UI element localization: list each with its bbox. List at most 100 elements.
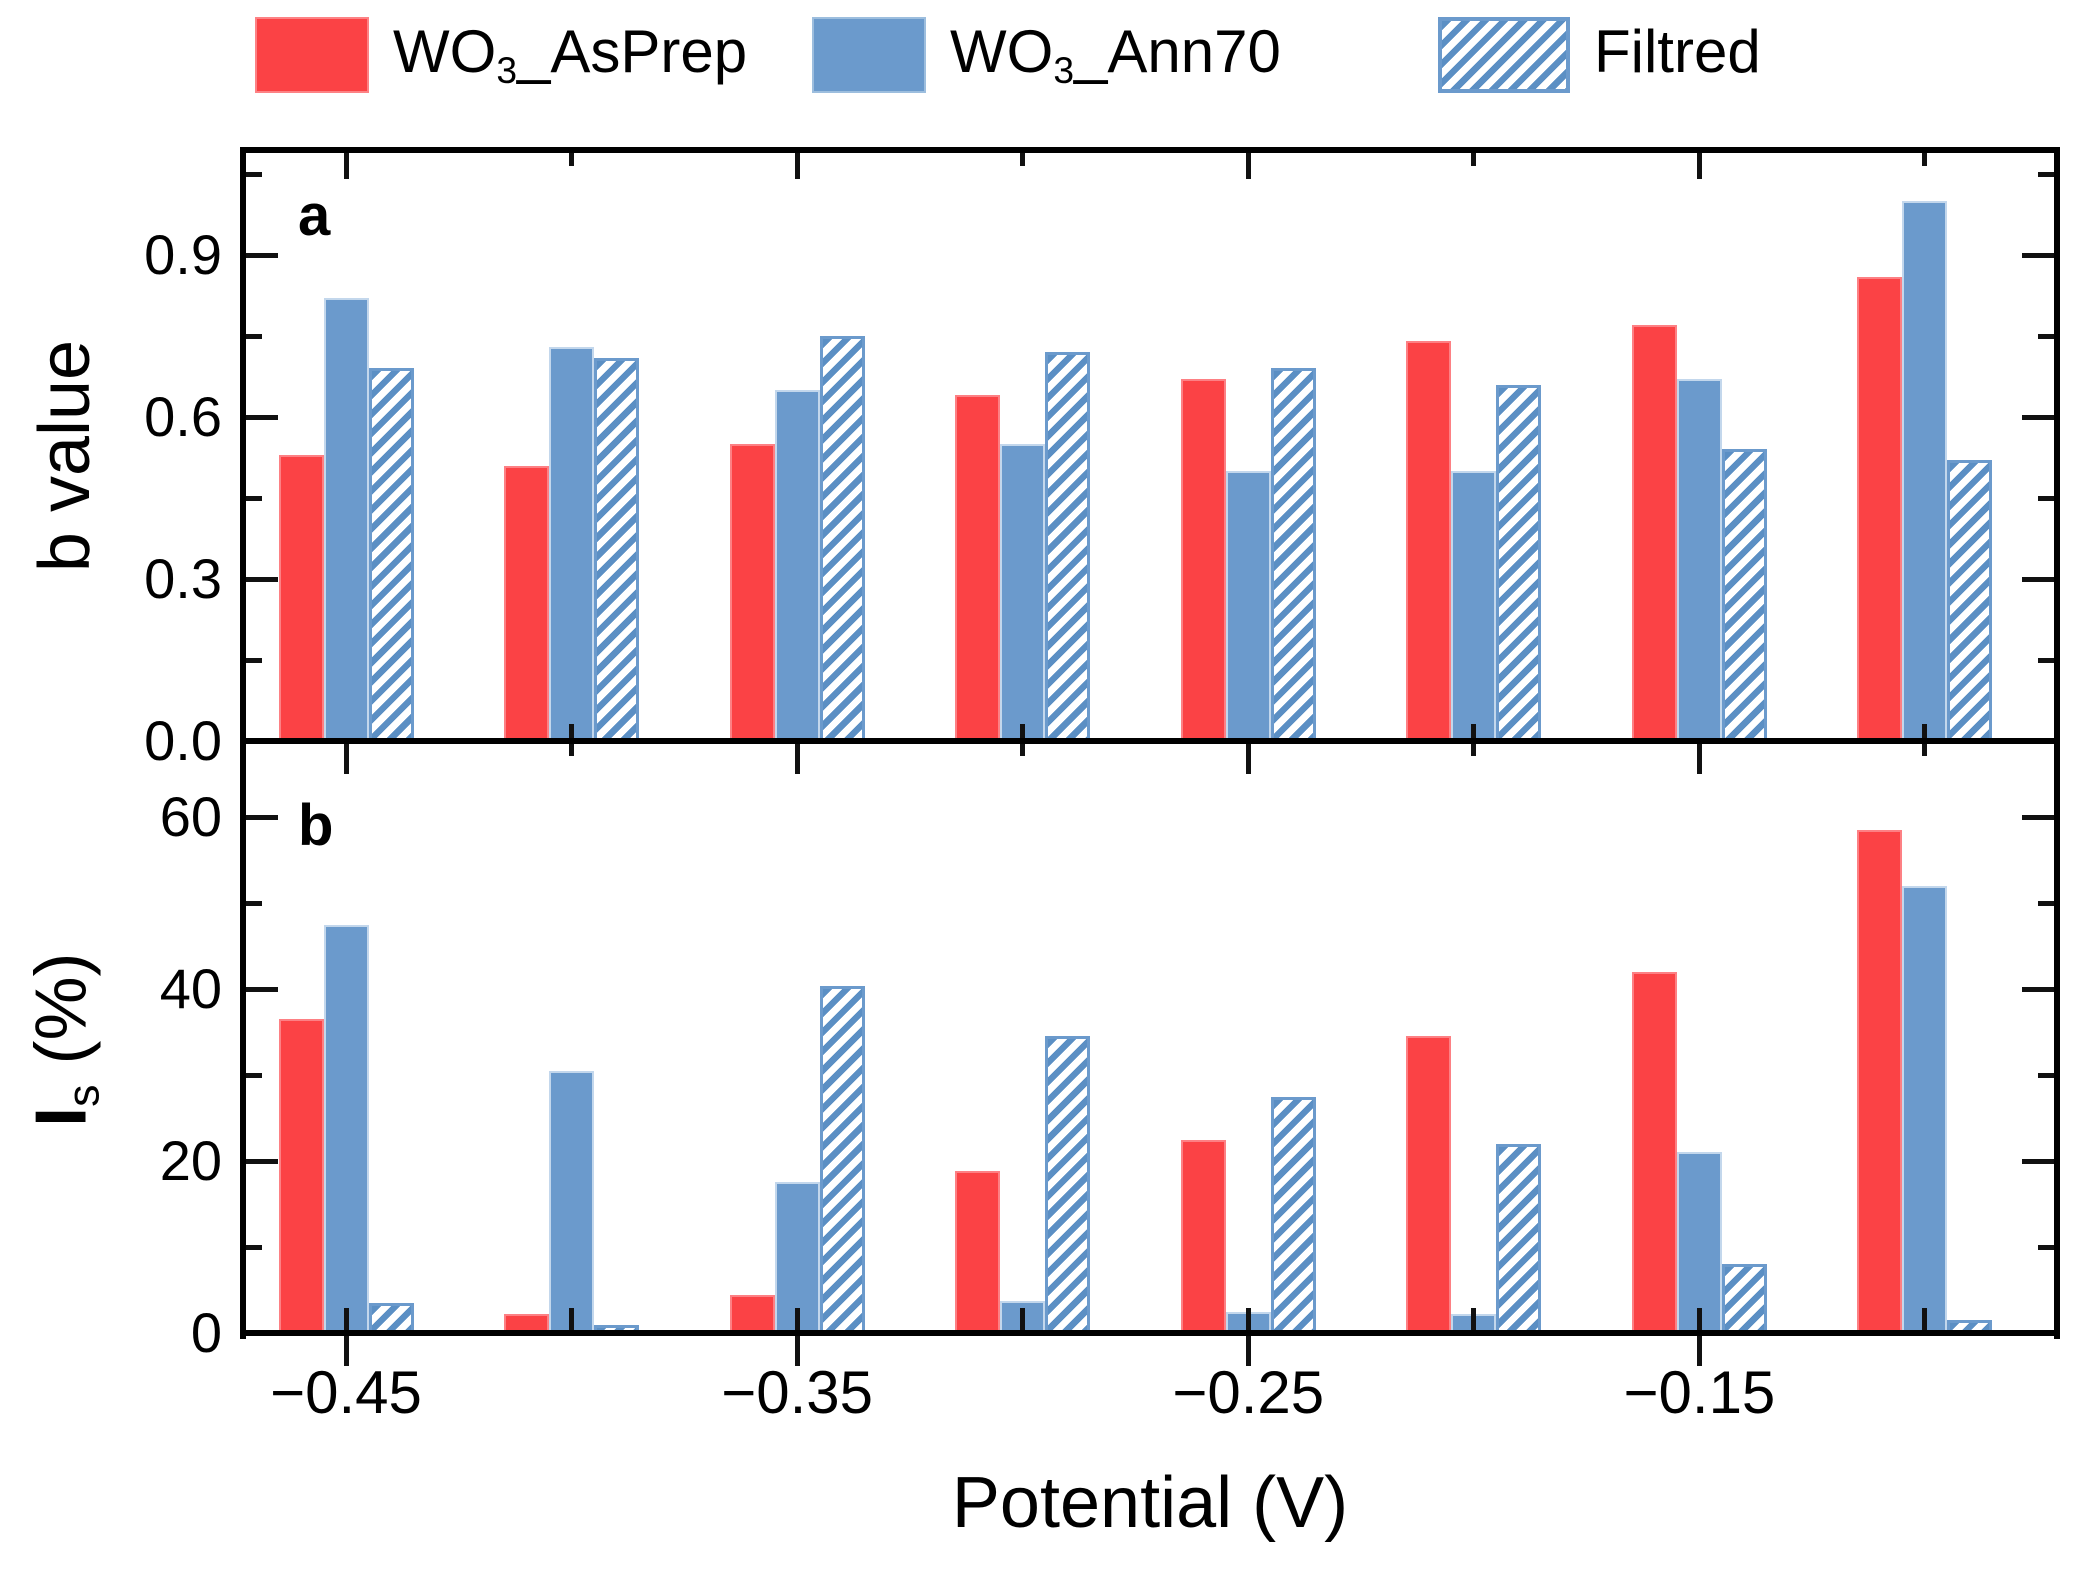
xtick-sep-minor-down bbox=[1471, 744, 1477, 756]
bar-a-Filtred-x4 bbox=[1270, 368, 1316, 741]
xtick-sep-major bbox=[343, 744, 349, 774]
ytick-label-b-40: 40 bbox=[159, 957, 222, 1020]
bar-b-WO3_AsPrep-x5 bbox=[1406, 1036, 1452, 1333]
xtick-sep-minor-up bbox=[1471, 724, 1477, 738]
bar-a-WO3_Ann70-x4 bbox=[1225, 471, 1271, 741]
bar-b-WO3_Ann70-x0 bbox=[323, 924, 369, 1333]
bar-b-Filtred-x3 bbox=[1045, 1036, 1091, 1333]
bar-a-WO3_AsPrep-x5 bbox=[1406, 341, 1452, 741]
bar-b-Filtred-x2 bbox=[819, 986, 865, 1333]
ytick-major bbox=[2022, 252, 2054, 258]
ytick-label-a-0.0: 0.0 bbox=[144, 709, 222, 772]
ytick-minor bbox=[2038, 1244, 2054, 1250]
xtick-bottom-inner bbox=[1471, 1308, 1477, 1330]
ytick-minor bbox=[2038, 1072, 2054, 1078]
xtick-top bbox=[1922, 153, 1928, 166]
ytick-major bbox=[246, 414, 278, 420]
bar-b-WO3_Ann70-x7 bbox=[1902, 885, 1948, 1333]
xtick-top bbox=[1245, 153, 1251, 179]
ytick-label-a-0.9: 0.9 bbox=[144, 223, 222, 286]
bar-b-Filtred-x0 bbox=[368, 1302, 414, 1333]
xtick-sep-minor-down bbox=[1922, 744, 1928, 756]
bar-a-Filtred-x7 bbox=[1947, 460, 1993, 741]
ytick-major bbox=[2022, 414, 2054, 420]
ytick-minor bbox=[246, 171, 262, 177]
xtick-top bbox=[1471, 153, 1477, 166]
xtick-sep-minor-up bbox=[1922, 724, 1928, 738]
bar-a-Filtred-x2 bbox=[819, 336, 865, 741]
xtick-bottom-inner bbox=[1245, 1308, 1251, 1330]
xtick-top bbox=[343, 153, 349, 179]
bar-a-WO3_AsPrep-x1 bbox=[504, 465, 550, 741]
xtick-sep-minor-down bbox=[569, 744, 575, 756]
panel-b-letter: b bbox=[298, 793, 334, 858]
ytick-minor bbox=[246, 1244, 262, 1250]
bar-a-WO3_Ann70-x2 bbox=[774, 390, 820, 741]
ytick-minor bbox=[2038, 171, 2054, 177]
legend-swatch-red-icon bbox=[255, 17, 369, 93]
bar-a-Filtred-x3 bbox=[1045, 352, 1091, 741]
bar-b-WO3_AsPrep-x1 bbox=[504, 1314, 550, 1333]
ytick-label-a-0.6: 0.6 bbox=[144, 385, 222, 448]
xtick-sep-minor-up bbox=[1020, 724, 1026, 738]
bar-a-WO3_Ann70-x3 bbox=[1000, 444, 1046, 741]
ytick-major bbox=[246, 576, 278, 582]
bar-a-WO3_AsPrep-x0 bbox=[278, 454, 324, 741]
bar-a-WO3_Ann70-x0 bbox=[323, 298, 369, 741]
bar-a-WO3_AsPrep-x3 bbox=[955, 395, 1001, 741]
xtick-label-−0.45: −0.45 bbox=[270, 1359, 422, 1426]
xtick-bottom-inner bbox=[1020, 1308, 1026, 1330]
bar-b-WO3_AsPrep-x3 bbox=[955, 1171, 1001, 1333]
bar-b-WO3_Ann70-x1 bbox=[549, 1070, 595, 1333]
ytick-major bbox=[2022, 576, 2054, 582]
bar-a-Filtred-x0 bbox=[368, 368, 414, 741]
bar-b-Filtred-x4 bbox=[1270, 1096, 1316, 1333]
xtick-bottom-major bbox=[343, 1336, 349, 1366]
xtick-sep-minor-up bbox=[569, 724, 575, 738]
bottom-axis bbox=[240, 1330, 2060, 1336]
ytick-minor bbox=[246, 495, 262, 501]
bar-a-WO3_Ann70-x1 bbox=[549, 346, 595, 741]
legend-label-ann70: WO3_Ann70 bbox=[950, 18, 1281, 92]
legend-swatch-blue-icon bbox=[812, 17, 926, 93]
xtick-sep-major bbox=[1696, 744, 1702, 774]
bar-a-WO3_AsPrep-x4 bbox=[1180, 379, 1226, 741]
ytick-label-a-0.3: 0.3 bbox=[144, 547, 222, 610]
ytick-minor bbox=[2038, 900, 2054, 906]
bar-b-WO3_Ann70-x6 bbox=[1676, 1152, 1722, 1333]
xtick-bottom-inner bbox=[1696, 1308, 1702, 1330]
xtick-label-−0.25: −0.25 bbox=[1172, 1359, 1325, 1426]
bar-b-Filtred-x6 bbox=[1721, 1264, 1767, 1333]
bar-a-Filtred-x5 bbox=[1496, 384, 1542, 741]
bar-a-WO3_AsPrep-x6 bbox=[1631, 325, 1677, 741]
ytick-minor bbox=[246, 333, 262, 339]
bar-a-Filtred-x6 bbox=[1721, 449, 1767, 741]
bar-b-WO3_AsPrep-x7 bbox=[1857, 829, 1903, 1333]
bar-a-WO3_Ann70-x5 bbox=[1451, 471, 1497, 741]
legend-label-asprep: WO3_AsPrep bbox=[393, 18, 748, 92]
xtick-sep-minor-down bbox=[1020, 744, 1026, 756]
ytick-major bbox=[2022, 814, 2054, 820]
bar-b-WO3_AsPrep-x4 bbox=[1180, 1139, 1226, 1333]
bar-a-Filtred-x1 bbox=[594, 357, 640, 741]
bar-a-WO3_AsPrep-x7 bbox=[1857, 276, 1903, 741]
bar-b-Filtred-x1 bbox=[594, 1325, 640, 1333]
top-spine bbox=[240, 147, 2060, 153]
ytick-major bbox=[246, 1158, 278, 1164]
xtick-top bbox=[1696, 153, 1702, 179]
xtick-top bbox=[1020, 153, 1026, 166]
xtick-bottom-major bbox=[1245, 1336, 1251, 1366]
xtick-sep-major bbox=[1245, 744, 1251, 774]
xtick-sep-major bbox=[794, 744, 800, 774]
bar-b-WO3_AsPrep-x0 bbox=[278, 1019, 324, 1333]
ytick-major bbox=[2022, 1158, 2054, 1164]
xtick-bottom-inner bbox=[1922, 1308, 1928, 1330]
ytick-minor bbox=[2038, 495, 2054, 501]
ytick-minor bbox=[246, 1072, 262, 1078]
xtick-bottom-inner bbox=[343, 1308, 349, 1330]
ytick-label-b-20: 20 bbox=[159, 1129, 222, 1192]
xtick-top bbox=[569, 153, 575, 166]
xtick-top bbox=[794, 153, 800, 179]
x-axis-title: Potential (V) bbox=[951, 1463, 1349, 1543]
